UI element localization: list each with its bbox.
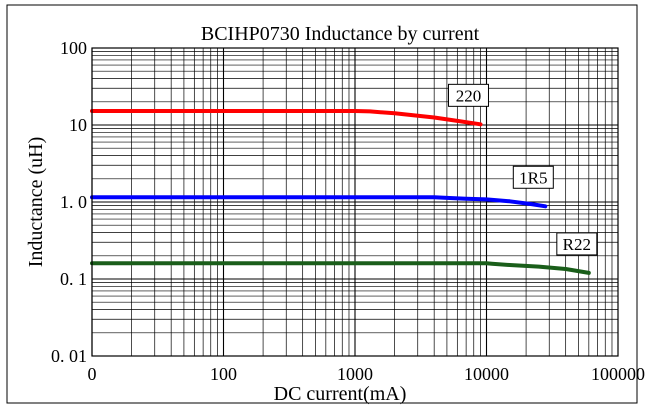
series-label-R22: R22 bbox=[563, 235, 591, 254]
y-tick-label: 0. 1 bbox=[60, 269, 87, 289]
y-tick-label: 0. 01 bbox=[51, 346, 87, 366]
series-line-R22 bbox=[90, 261, 591, 275]
series-line-1R5 bbox=[90, 195, 548, 209]
series-label-1R5: 1R5 bbox=[519, 168, 547, 187]
y-tick-label: 10 bbox=[69, 115, 87, 135]
series-labels: 220 1R5 R22 bbox=[447, 83, 598, 256]
series-line-220 bbox=[90, 109, 483, 127]
x-axis-label: DC current(mA) bbox=[274, 383, 407, 405]
y-tick-label: 1. 0 bbox=[60, 192, 87, 212]
y-axis-label: Inductance (uH) bbox=[25, 137, 47, 268]
x-tick-label: 100000 bbox=[591, 364, 645, 384]
tick-labels: 0 100 1000 10000 100000 0. 01 0. 1 1. 0 10 100 bbox=[51, 38, 645, 384]
series-label-box bbox=[556, 232, 598, 256]
plot-area-border bbox=[91, 47, 619, 357]
x-tick-label: 100 bbox=[210, 364, 237, 384]
chart-title: BCIHP0730 Inductance by current bbox=[201, 23, 480, 45]
series-label-box bbox=[512, 165, 554, 189]
y-tick-label: 100 bbox=[60, 38, 87, 58]
x-tick-label: 10000 bbox=[464, 364, 509, 384]
series-label-220: 220 bbox=[456, 86, 482, 105]
x-tick-label: 1000 bbox=[337, 364, 373, 384]
x-tick-label: 0 bbox=[88, 364, 97, 384]
series-lines bbox=[90, 109, 591, 275]
series-label-box bbox=[447, 83, 489, 107]
